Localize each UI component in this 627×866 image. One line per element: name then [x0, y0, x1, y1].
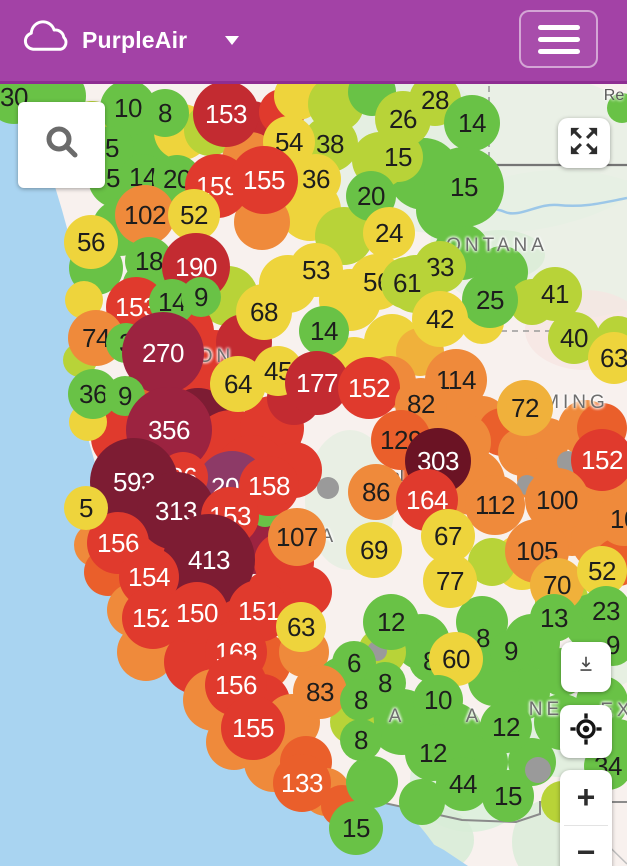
state-label: NE [528, 699, 564, 720]
aqi-marker[interactable]: 153 [193, 81, 259, 147]
aqi-marker[interactable]: 63 [588, 332, 627, 384]
aqi-marker[interactable]: 9 [181, 277, 221, 317]
fullscreen-icon [567, 124, 601, 163]
hamburger-icon [537, 24, 580, 30]
menu-button[interactable] [519, 10, 598, 68]
aqi-marker[interactable]: 15 [482, 770, 534, 822]
aqi-marker[interactable]: 8 [141, 89, 189, 137]
aqi-marker[interactable]: 14 [299, 306, 349, 356]
aqi-marker[interactable]: 83 [293, 665, 347, 719]
aqi-marker[interactable]: 42 [412, 291, 468, 347]
zoom-controls: + − [560, 770, 612, 866]
offline-sensor-dot[interactable] [525, 757, 551, 783]
aqi-marker[interactable]: 15 [373, 132, 423, 182]
aqi-marker[interactable]: 41 [528, 267, 582, 321]
chevron-down-icon [225, 36, 240, 45]
aqi-marker[interactable]: 69 [346, 522, 402, 578]
brand-title: PurpleAir [82, 27, 188, 53]
divider [564, 824, 608, 826]
aqi-marker[interactable]: 56 [64, 215, 118, 269]
aqi-marker[interactable]: 10 [597, 492, 627, 546]
aqi-marker[interactable]: 13 [530, 594, 578, 642]
city-label: Re [603, 87, 625, 104]
offline-sensor-dot[interactable] [317, 477, 339, 499]
arrow-down-to-line-icon [575, 654, 597, 681]
aqi-marker[interactable]: 36 [291, 154, 341, 204]
aqi-marker[interactable]: 155 [221, 696, 285, 760]
aqi-marker[interactable]: 53 [289, 243, 343, 297]
aqi-marker[interactable]: 23 [581, 586, 627, 636]
aqi-marker[interactable]: 133 [273, 754, 331, 812]
state-label: A [388, 706, 406, 727]
sensor-dot[interactable] [607, 93, 627, 123]
aqi-marker[interactable]: 8 [340, 679, 382, 721]
aqi-marker[interactable]: 14 [444, 95, 500, 151]
aqi-marker[interactable]: 67 [421, 509, 475, 563]
aqi-marker[interactable]: 63 [276, 602, 326, 652]
aqi-marker[interactable]: 20 [346, 171, 396, 221]
aqi-marker[interactable]: 107 [268, 508, 326, 566]
crosshair-icon [569, 712, 603, 751]
aqi-marker[interactable]: 25 [462, 272, 518, 328]
aqi-marker[interactable]: 77 [423, 554, 477, 608]
cloud-icon [20, 19, 72, 62]
app-header: PurpleAir [0, 0, 627, 84]
search-button[interactable] [18, 102, 105, 188]
locate-button[interactable] [560, 705, 612, 758]
zoom-out-button[interactable]: − [576, 834, 596, 866]
aqi-marker[interactable]: 52 [168, 189, 220, 241]
aqi-marker[interactable]: 15 [424, 147, 504, 227]
fullscreen-button[interactable] [558, 118, 610, 168]
drop-marker-button[interactable] [561, 642, 611, 692]
aqi-marker[interactable]: 72 [497, 380, 553, 436]
state-label: ONTANA [446, 235, 548, 256]
aqi-marker[interactable]: 68 [236, 284, 292, 340]
sensor-dot[interactable] [346, 756, 398, 808]
aqi-marker[interactable]: 10 [413, 675, 463, 725]
state-label: A [465, 706, 483, 727]
aqi-marker[interactable]: 12 [480, 701, 532, 753]
aqi-marker[interactable]: 5 [64, 486, 108, 530]
aqi-marker[interactable]: 155 [230, 146, 298, 214]
zoom-in-button[interactable]: + [576, 778, 596, 815]
aqi-marker[interactable]: 112 [465, 475, 525, 535]
search-icon [40, 121, 84, 170]
brand-menu[interactable]: PurpleAir [20, 19, 240, 62]
aqi-marker[interactable]: 24 [363, 207, 415, 259]
state-label: MING [543, 392, 609, 413]
aqi-marker[interactable]: 44 [436, 757, 490, 811]
aqi-marker[interactable]: 15 [329, 801, 383, 855]
aqi-marker[interactable]: 86 [348, 464, 404, 520]
aqi-marker[interactable]: 102 [115, 185, 175, 245]
aqi-marker[interactable]: 9 [490, 630, 532, 672]
aqi-marker[interactable]: 8 [340, 719, 382, 761]
aqi-marker[interactable]: 152 [338, 357, 400, 419]
aqi-marker[interactable]: 12 [363, 594, 419, 650]
